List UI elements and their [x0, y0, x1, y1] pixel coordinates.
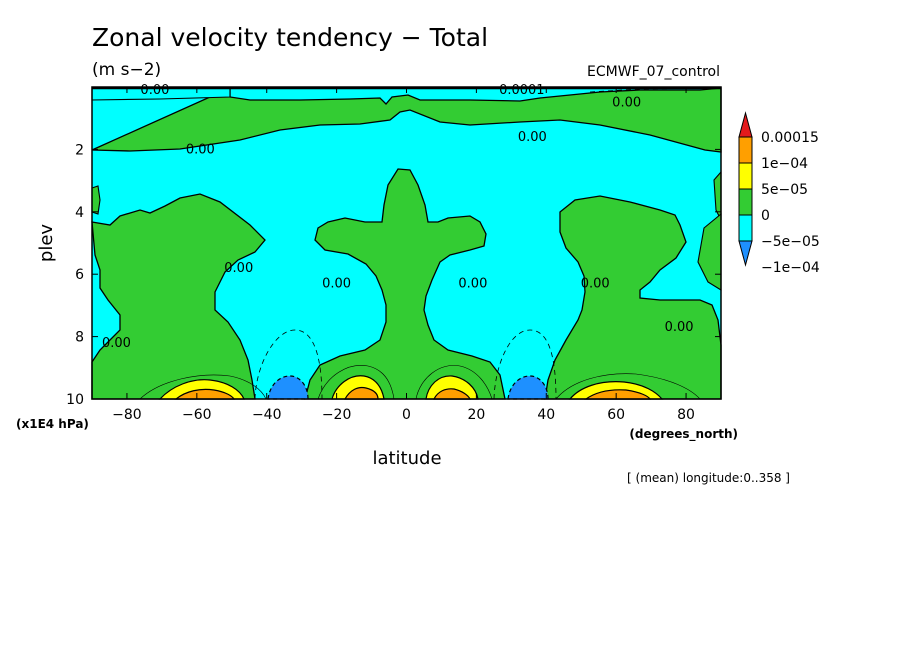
thin-positive-contours [139, 365, 701, 400]
y-tick-label: 2 [75, 142, 84, 158]
x-tick-label: −80 [112, 407, 142, 423]
averaging-note: [ (mean) longitude:0..358 ] [627, 471, 790, 485]
contour-labels: 0.00 0.0001 0.00 0.00 0.00 0.00 0.00 0.00 0.00 0.… [102, 83, 694, 351]
y-tick-label: 4 [75, 205, 84, 221]
core-left-orange [174, 388, 236, 400]
colorbar-label: 5e−05 [761, 182, 808, 198]
colorbar-label: −1e−04 [761, 260, 820, 276]
contour-label: 0.0001 [499, 83, 545, 98]
x-tick-label: 60 [607, 407, 625, 423]
x-axis: −80 −60 −40 −20 0 20 40 60 80 [112, 87, 695, 423]
x-tick-label: 80 [677, 407, 695, 423]
contour-label: 0.00 [102, 336, 131, 351]
colorbar-label: 0.00015 [761, 130, 819, 146]
colorbar-swatch [738, 188, 753, 216]
y-tick-label: 6 [75, 267, 84, 283]
chart-units: (m s−2) [92, 60, 161, 80]
x-tick-label: −60 [182, 407, 212, 423]
positive-cores [158, 375, 664, 400]
core-right-orange [584, 389, 652, 400]
negative-cores [267, 375, 549, 400]
x-tick-label: 20 [467, 407, 485, 423]
colorbar-label: −5e−05 [761, 234, 820, 250]
x-axis-units: (degrees_north) [629, 427, 738, 442]
y-axis-units: (x1E4 hPa) [16, 417, 89, 431]
x-tick-label: 40 [537, 407, 555, 423]
colorbar-swatch [738, 214, 753, 242]
y-axis-label: plev [36, 224, 57, 263]
contour-label: 0.00 [581, 277, 610, 292]
contour-label: 0.00 [322, 277, 351, 292]
contour-label: 0.00 [518, 130, 547, 145]
colorbar-swatch [738, 136, 753, 164]
colorbar-bottom-arrow [738, 240, 753, 267]
core-center-left-orange [343, 386, 379, 400]
x-tick-label: −40 [252, 407, 282, 423]
colorbar-top-arrow [738, 111, 753, 138]
contour-label: 0.00 [140, 83, 169, 98]
core-center-right-orange [433, 388, 471, 400]
colorbar-label: 0 [761, 208, 770, 224]
x-tick-label: 0 [402, 407, 411, 423]
dataset-label: ECMWF_07_control [587, 64, 720, 80]
chart-title: Zonal velocity tendency − Total [92, 23, 488, 52]
field-right-edge-patch-lower [697, 212, 722, 291]
field-center-positive-plume [304, 168, 506, 400]
x-axis-label: latitude [372, 448, 441, 469]
y-tick-label: 8 [75, 330, 84, 346]
plot-field [91, 86, 722, 400]
field-left-edge-patch [91, 185, 101, 215]
contour-label: 0.00 [224, 261, 253, 276]
contour-label: 0.00 [665, 320, 694, 335]
contour-label: 0.00 [612, 96, 641, 111]
colorbar: 0.00015 1e−04 5e−05 0 −5e−05 −1e−04 [738, 111, 820, 276]
x-tick-label: −20 [322, 407, 352, 423]
contour-label: 0.00 [186, 142, 215, 157]
y-tick-label: 10 [66, 392, 84, 408]
colorbar-swatch [738, 162, 753, 190]
core-negative-left-blue [267, 375, 309, 400]
core-negative-right-blue [507, 375, 549, 400]
colorbar-label: 1e−04 [761, 156, 808, 172]
field-left-positive-region [91, 193, 266, 400]
y-axis: 2 4 6 8 10 [66, 142, 721, 408]
dashed-negative-contours [254, 87, 722, 400]
field-right-positive-region [544, 195, 722, 400]
contour-label: 0.00 [458, 277, 487, 292]
